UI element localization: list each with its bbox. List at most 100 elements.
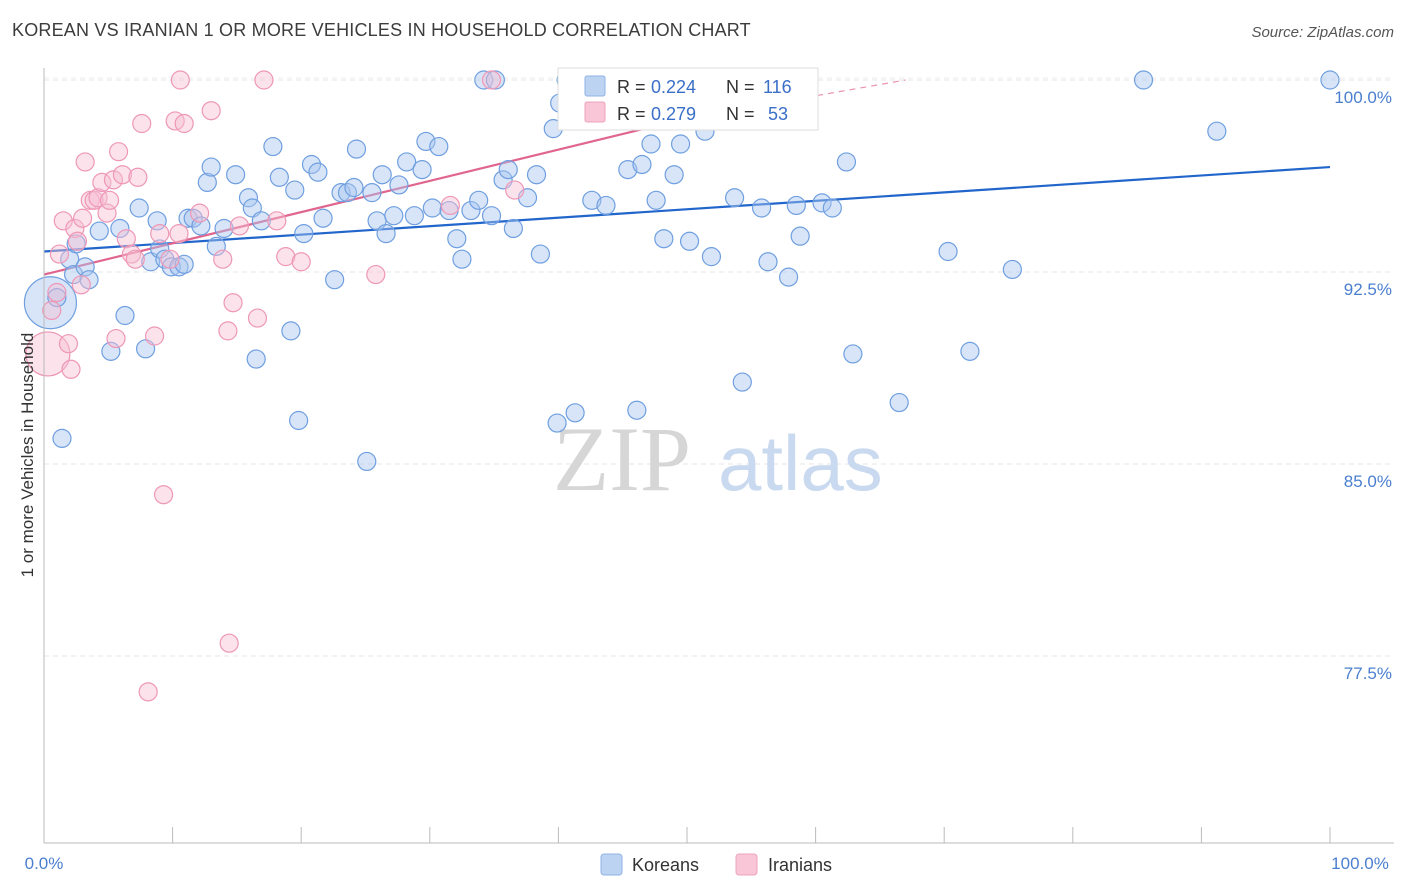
iranian-r-value: 0.279 xyxy=(651,104,696,124)
korean-point xyxy=(384,206,404,226)
iranian-point xyxy=(153,485,174,505)
iranian-point xyxy=(128,167,148,187)
korean-point xyxy=(362,183,382,203)
korean-point xyxy=(547,413,567,433)
korean-point xyxy=(654,229,674,249)
korean-point xyxy=(724,188,745,208)
koreans-legend-swatch xyxy=(600,853,623,876)
korean-point xyxy=(404,206,424,226)
korean-point xyxy=(337,183,358,203)
iranian-point xyxy=(99,190,120,210)
iranians-legend-swatch xyxy=(735,853,758,876)
iranian-point xyxy=(88,188,108,208)
korean-point xyxy=(226,165,246,185)
korean-point xyxy=(201,157,221,177)
korean-point xyxy=(1207,121,1227,141)
korean-n-label: N = xyxy=(726,77,755,97)
korean-point xyxy=(960,341,980,361)
korean-point xyxy=(632,154,652,175)
iranian-point xyxy=(125,249,145,269)
y-tick-label: 100.0% xyxy=(1334,88,1392,107)
korean-point xyxy=(47,288,67,308)
korean-point xyxy=(376,224,396,244)
korean-point xyxy=(416,131,436,152)
korean-point xyxy=(289,410,309,431)
iranian-r-label: R = xyxy=(617,104,646,124)
koreans-legend-label: Koreans xyxy=(632,855,699,875)
iranian-point xyxy=(201,101,221,121)
korean-point xyxy=(174,254,194,274)
iranian-point xyxy=(366,264,386,285)
korean-point xyxy=(183,208,203,228)
korean-point xyxy=(646,190,666,210)
iranian-point xyxy=(190,203,210,223)
korean-point xyxy=(812,193,832,213)
korean-point xyxy=(758,252,778,272)
iranian-point xyxy=(276,247,296,267)
iranian-point xyxy=(219,633,239,653)
iranian-point xyxy=(223,293,243,313)
korean-point xyxy=(308,162,328,182)
korean-point xyxy=(1002,259,1022,280)
iranian-point xyxy=(67,231,88,251)
korean-point xyxy=(1133,70,1154,90)
korean-point xyxy=(389,175,409,195)
korean-point xyxy=(75,257,95,277)
korean-point xyxy=(679,231,700,251)
korean-point xyxy=(503,218,523,239)
iranian-point xyxy=(116,229,136,249)
korean-point xyxy=(397,152,417,172)
x-tick-label-max: 100.0% xyxy=(1331,854,1389,873)
series-legend: Koreans Iranians xyxy=(600,853,832,876)
iranian-point xyxy=(112,165,133,185)
iranian-point xyxy=(254,70,274,90)
korean-r-value: 0.224 xyxy=(651,77,696,97)
korean-point xyxy=(790,226,810,246)
iranian-point xyxy=(92,172,112,192)
iranian-point xyxy=(61,359,81,379)
korean-point xyxy=(372,165,392,185)
korean-point xyxy=(23,276,78,330)
korean-point xyxy=(938,241,958,262)
iranian-point xyxy=(49,244,70,264)
korean-point xyxy=(214,218,234,239)
korean-point xyxy=(346,139,367,159)
korean-point xyxy=(526,165,547,185)
korean-point xyxy=(429,136,449,157)
korean-point xyxy=(596,195,616,216)
korean-point xyxy=(889,392,909,413)
korean-point xyxy=(325,270,345,290)
korean-point xyxy=(618,160,638,180)
iranian-point xyxy=(72,208,93,228)
y-tick-label: 85.0% xyxy=(1344,472,1392,491)
korean-legend-swatch xyxy=(584,75,606,97)
iranian-point xyxy=(25,331,71,377)
iranian-point xyxy=(106,328,126,349)
iranian-point xyxy=(132,113,152,134)
iranian-points xyxy=(25,70,725,702)
korean-point xyxy=(89,221,109,241)
iranian-n-label: N = xyxy=(726,104,755,124)
x-ticks xyxy=(43,827,1331,843)
iranian-point xyxy=(169,224,189,244)
korean-point xyxy=(843,344,863,364)
iranian-point xyxy=(42,300,62,320)
korean-point xyxy=(664,165,684,185)
korean-point xyxy=(115,305,135,326)
iranian-point xyxy=(47,282,67,303)
korean-point xyxy=(836,152,857,172)
korean-point xyxy=(732,372,752,392)
korean-n-value: 116 xyxy=(763,77,792,97)
axes xyxy=(43,68,1394,844)
watermark-atlas: atlas xyxy=(718,419,883,507)
iranian-point xyxy=(218,321,238,341)
korean-point xyxy=(751,198,772,218)
watermark-zip: ZIP xyxy=(553,408,691,510)
iranian-point xyxy=(138,682,158,702)
korean-point xyxy=(452,249,472,269)
korean-point xyxy=(263,136,283,157)
korean-point xyxy=(357,451,377,472)
y-tick-label: 92.5% xyxy=(1344,280,1392,299)
korean-point xyxy=(129,198,149,218)
